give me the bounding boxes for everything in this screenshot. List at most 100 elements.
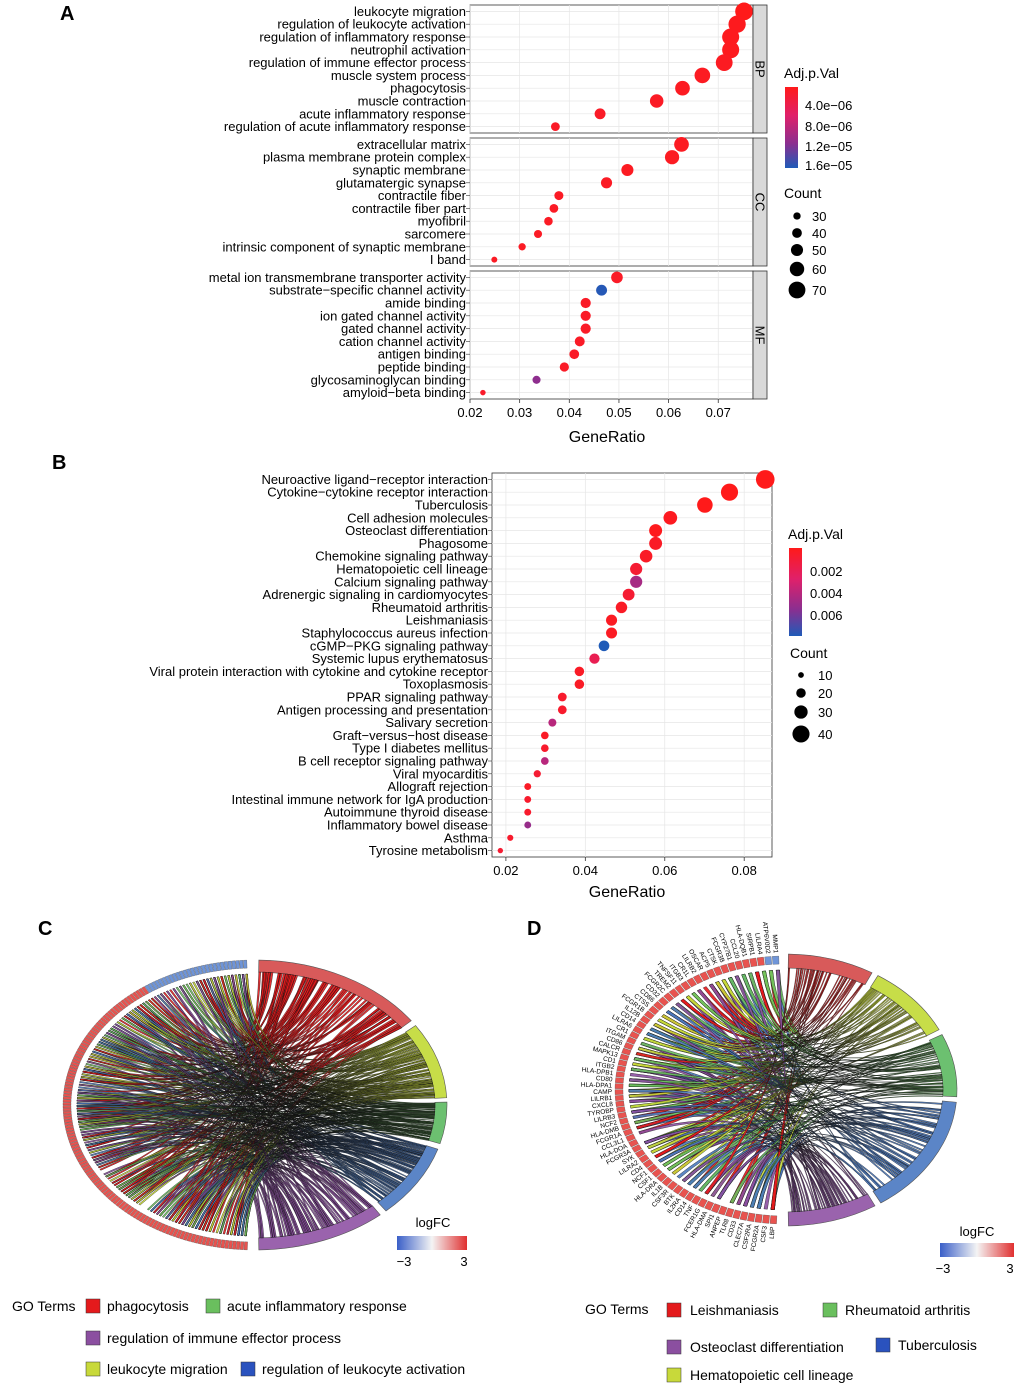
panel-d-ribbon xyxy=(633,1057,796,1212)
panel-c-ribbon xyxy=(77,1062,427,1096)
panel-d-gene-segment xyxy=(672,1184,684,1195)
panel-c-gene-segment xyxy=(138,1213,147,1223)
panel-b-color-bar xyxy=(789,548,802,636)
panel-c-gene-segment xyxy=(172,1228,179,1238)
panel-d-gene-segment xyxy=(615,1071,625,1078)
panel-a-term-label: intrinsic component of synaptic membrane xyxy=(222,239,466,254)
legend-term-osteoclast-differentiation: Osteoclast differentiation xyxy=(690,1339,844,1355)
panel-c-ribbon xyxy=(103,1150,261,1239)
panel-d-gene-segment xyxy=(732,1209,742,1220)
panel-c-gene-segment xyxy=(95,1181,105,1189)
panel-b-dot-intestinal-immune-network-for-iga-production xyxy=(524,795,532,803)
panel-d-ribbon xyxy=(704,967,790,1195)
panel-a-dot-contractile-fiber-part xyxy=(549,204,559,213)
panel-c-gene-segment xyxy=(71,1058,81,1064)
panel-d-ribbon xyxy=(632,1108,917,1159)
panel-c-ribbon xyxy=(77,1018,395,1115)
panel-a-strip-label: MF xyxy=(752,326,767,345)
panel-c-gene-segment xyxy=(243,1241,248,1251)
legend-swatch-tuberculosis xyxy=(875,1337,891,1353)
panel-d-gene-segment xyxy=(639,1015,651,1025)
panel-c-gene-segment xyxy=(67,1135,77,1141)
panel-c-gene-segment xyxy=(63,1087,73,1092)
panel-a-dot-muscle-system-process xyxy=(694,67,711,84)
panel-c-ribbon xyxy=(76,1110,414,1170)
panel-d-gene-label: ATP6V0D2 xyxy=(761,921,771,954)
panel-c-ribbon xyxy=(96,1141,380,1202)
panel-b-xtick-label: 0.02 xyxy=(493,863,518,878)
panel-d-gene-segment xyxy=(678,1188,690,1199)
legend-swatch-regulation-immune-effector xyxy=(85,1330,101,1346)
panel-a-term-label: synaptic membrane xyxy=(353,163,466,178)
panel-c-gene-segment xyxy=(107,1010,116,1018)
panel-d-gene-segment xyxy=(628,1139,639,1148)
panel-d-gene-segment xyxy=(720,964,730,974)
panel-d-ribbon xyxy=(748,972,943,1079)
panel-c-gene-segment xyxy=(132,1210,141,1219)
panel-c-ribbon xyxy=(82,988,345,1080)
panel-d-ribbon xyxy=(728,977,907,1170)
panel-d-gene-segment xyxy=(648,1005,660,1015)
panel-d-gene-segment xyxy=(727,962,737,972)
panel-c-ribbon xyxy=(118,1123,433,1191)
panel-b-dot-tyrosine-metabolism xyxy=(497,847,504,854)
panel-d-gene-segment xyxy=(617,1059,628,1067)
panel-a-term-label: acute inflammatory response xyxy=(299,106,466,121)
panel-d-ribbon xyxy=(704,1145,801,1212)
panel-c-ribbon xyxy=(229,1065,428,1236)
panel-d-gene-segment xyxy=(769,1215,778,1224)
panel-d-gene-segment xyxy=(642,1159,654,1169)
panel-c-gene-segment xyxy=(63,1096,72,1100)
panel-b-term-label: Salivary secretion xyxy=(385,715,488,730)
panel-b-color-legend-value: 0.004 xyxy=(810,586,843,601)
panel-a-term-label: amyloid−beta binding xyxy=(343,385,466,400)
panel-d-gene-segment xyxy=(754,1213,763,1223)
panel-c-gene-segment xyxy=(224,1240,230,1249)
panel-a-term-label: sarcomere xyxy=(405,227,466,242)
panel-b-size-legend-dot xyxy=(798,672,804,678)
panel-a-dot-substrate-specific-channel-activity xyxy=(596,284,608,296)
panel-a-size-legend-title: Count xyxy=(784,185,821,201)
panel-c-gene-segment xyxy=(74,1053,84,1059)
panel-c-gene-segment xyxy=(80,1042,90,1049)
panel-d-gene-segment xyxy=(734,960,744,970)
panel-d-ribbon xyxy=(671,1001,896,1175)
panel-b-size-legend: 10 20 30 40 xyxy=(792,668,832,743)
panel-b-dot-asthma xyxy=(507,834,514,841)
panel-c-gene-segment xyxy=(73,1149,83,1155)
panel-c-gene-segment xyxy=(189,967,196,977)
panel-c-gene-segment xyxy=(123,997,132,1006)
panel-a-term-label: glutamatergic synapse xyxy=(336,175,466,190)
panel-c-gene-segment xyxy=(182,969,189,979)
panel-c-ribbon xyxy=(191,1129,431,1229)
panel-c-ribbon xyxy=(118,973,288,1191)
panel-d-ribbon xyxy=(631,1103,936,1129)
panel-a-term-label: regulation of inflammatory response xyxy=(259,30,466,45)
panel-c-gene-segment xyxy=(144,984,153,994)
panel-c-ribbon xyxy=(120,982,327,1193)
panel-c-ribbon xyxy=(161,1110,436,1218)
panel-a-xtick-label: 0.04 xyxy=(557,405,582,420)
panel-c-gene-segment xyxy=(66,1072,76,1078)
panel-c-gene-segment xyxy=(71,1146,81,1152)
panel-d-gene-segment xyxy=(691,1194,702,1205)
panel-c-gene-segment xyxy=(63,1110,72,1115)
panel-c-ribbon xyxy=(181,1167,277,1238)
panel-b-dot-systemic-lupus-erythematosus xyxy=(589,653,600,664)
panel-b-dotplot: Neuroactive ligand−receptor interactionC… xyxy=(149,470,775,878)
panel-c-gene-segment xyxy=(120,999,129,1008)
panel-c-ribbon xyxy=(229,1044,417,1236)
legend-swatch-phagocytosis xyxy=(85,1298,101,1314)
panel-d-ribbon xyxy=(661,969,813,1045)
panel-b-color-legend-ticks: 0.002 0.004 0.006 xyxy=(802,564,843,623)
panel-a-dot-regulation-of-leukocyte-activation xyxy=(728,15,746,33)
panel-c-ribbon xyxy=(77,1094,432,1134)
panel-a-size-legend-value: 40 xyxy=(812,226,826,241)
panel-d-ribbon xyxy=(635,979,854,1064)
panel-b-term-label: Calcium signaling pathway xyxy=(334,574,488,589)
panel-d-gene-segment xyxy=(663,992,674,1002)
panel-a-size-legend-value: 30 xyxy=(812,209,826,224)
panel-d-gene-segment xyxy=(618,1117,629,1125)
panel-a-color-bar xyxy=(785,87,798,168)
panel-d-ribbon xyxy=(665,1010,914,1164)
